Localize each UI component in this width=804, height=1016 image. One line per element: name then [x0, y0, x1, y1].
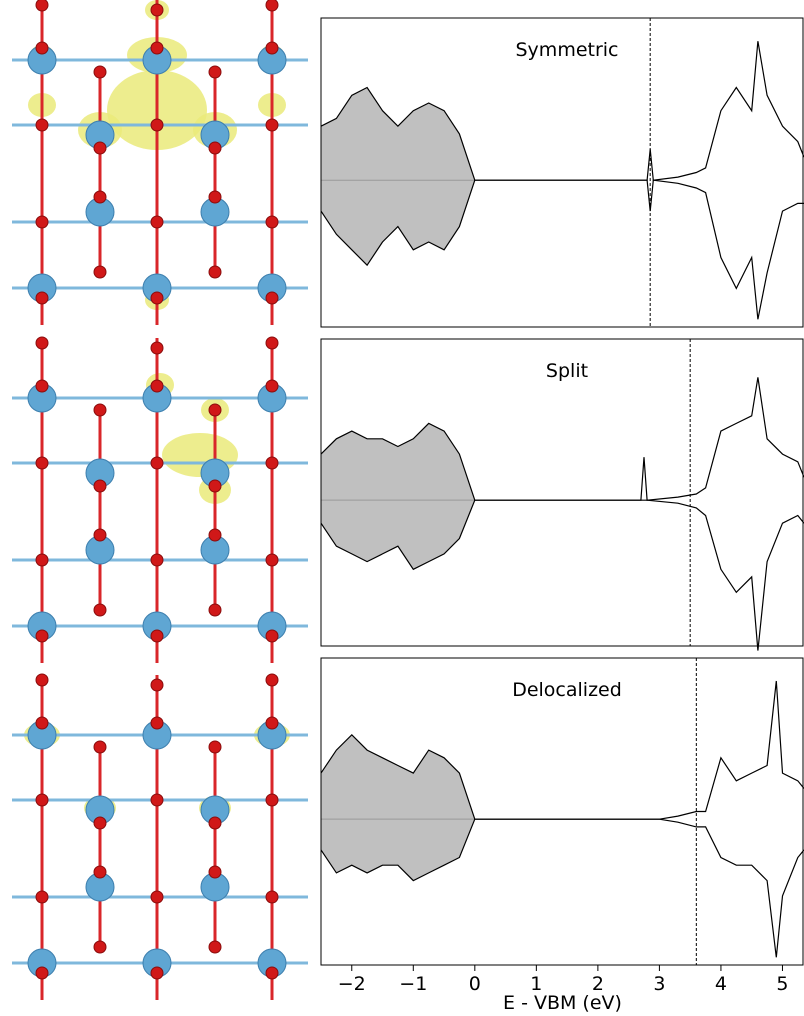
- o-atom: [93, 190, 107, 204]
- o-atom: [93, 816, 107, 830]
- o-atom: [93, 403, 107, 417]
- o-atom: [208, 528, 222, 542]
- o-atom: [35, 716, 49, 730]
- o-atom: [265, 716, 279, 730]
- o-atom: [35, 793, 49, 807]
- plot-frame: [320, 657, 804, 966]
- o-atom: [35, 41, 49, 55]
- structure: [12, 336, 308, 663]
- o-atom: [35, 456, 49, 470]
- o-atom: [265, 291, 279, 305]
- o-atom: [35, 966, 49, 980]
- o-atom: [150, 716, 164, 730]
- o-atom: [35, 379, 49, 393]
- o-atom: [150, 291, 164, 305]
- o-atom: [93, 479, 107, 493]
- dos-line: [320, 818, 804, 958]
- o-atom: [35, 336, 49, 350]
- o-atom: [150, 678, 164, 692]
- x-tick-label: 3: [653, 973, 665, 995]
- o-atom: [93, 865, 107, 879]
- o-atom: [208, 141, 222, 155]
- o-atom: [35, 673, 49, 687]
- panel-title: Delocalized: [512, 679, 622, 701]
- o-atom: [35, 629, 49, 643]
- o-atom: [150, 456, 164, 470]
- x-tick-label: −2: [338, 973, 366, 995]
- valence-fill: [321, 87, 475, 266]
- o-atom: [265, 629, 279, 643]
- dos-line: [320, 179, 804, 320]
- o-atom: [93, 265, 107, 279]
- o-atom: [265, 673, 279, 687]
- o-atom: [265, 553, 279, 567]
- o-atom: [150, 379, 164, 393]
- o-atom: [150, 890, 164, 904]
- o-atom: [150, 3, 164, 17]
- o-atom: [208, 865, 222, 879]
- o-atom: [265, 336, 279, 350]
- o-atom: [150, 553, 164, 567]
- o-atom: [150, 215, 164, 229]
- valence-fill: [321, 734, 475, 881]
- o-atom: [208, 740, 222, 754]
- o-atom: [208, 940, 222, 954]
- o-atom: [208, 479, 222, 493]
- o-atom: [265, 966, 279, 980]
- dos-line: [320, 377, 804, 501]
- o-atom: [208, 190, 222, 204]
- dos-line: [320, 41, 804, 181]
- plot-frame: [320, 338, 804, 647]
- o-atom: [150, 966, 164, 980]
- o-atom: [208, 265, 222, 279]
- o-atom: [35, 291, 49, 305]
- panel-title: Symmetric: [516, 39, 619, 61]
- x-tick-label: 5: [776, 973, 788, 995]
- x-tick-label: 1: [530, 973, 542, 995]
- o-atom: [208, 65, 222, 79]
- x-tick-label: −1: [399, 973, 427, 995]
- o-atom: [150, 629, 164, 643]
- o-atom: [35, 118, 49, 132]
- o-atom: [150, 793, 164, 807]
- o-atom: [265, 890, 279, 904]
- x-tick-label: 4: [715, 973, 727, 995]
- o-atom: [93, 603, 107, 617]
- o-atom: [265, 41, 279, 55]
- o-atom: [93, 740, 107, 754]
- o-atom: [208, 816, 222, 830]
- o-atom: [265, 0, 279, 12]
- o-atom: [265, 456, 279, 470]
- o-atom: [265, 215, 279, 229]
- x-axis-label: E - VBM (eV): [503, 992, 622, 1012]
- valence-fill: [321, 423, 475, 570]
- o-atom: [93, 141, 107, 155]
- panel-title: Split: [546, 360, 588, 382]
- structure: [12, 673, 308, 1000]
- x-tick-label: 0: [469, 973, 481, 995]
- o-atom: [35, 0, 49, 12]
- structure: [12, 0, 308, 325]
- o-atom: [35, 553, 49, 567]
- o-atom: [265, 793, 279, 807]
- dos-line: [320, 499, 804, 651]
- o-atom: [265, 118, 279, 132]
- x-tick-label: 2: [592, 973, 604, 995]
- o-atom: [150, 118, 164, 132]
- o-atom: [208, 403, 222, 417]
- o-atom: [93, 528, 107, 542]
- o-atom: [93, 65, 107, 79]
- o-atom: [265, 379, 279, 393]
- o-atom: [208, 603, 222, 617]
- o-atom: [150, 41, 164, 55]
- o-atom: [150, 341, 164, 355]
- plot-frame: [320, 17, 804, 328]
- o-atom: [35, 890, 49, 904]
- o-atom: [93, 940, 107, 954]
- o-atom: [35, 215, 49, 229]
